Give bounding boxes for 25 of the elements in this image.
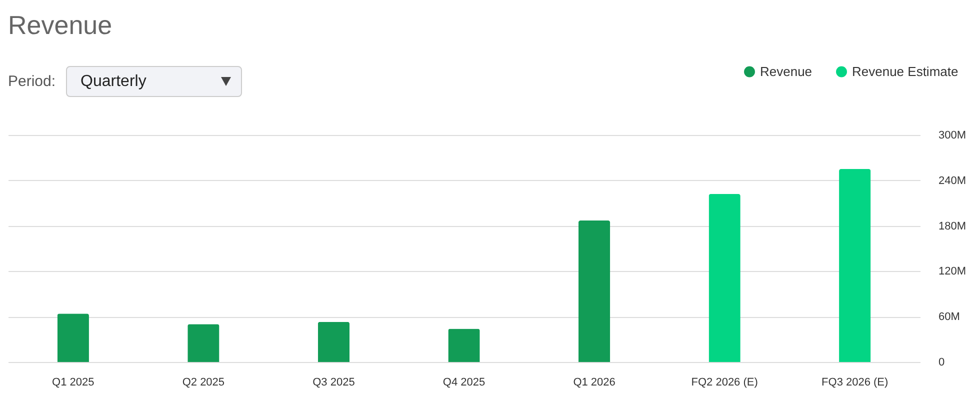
x-tick-label: Q1 2026 <box>573 376 616 388</box>
y-tick-label: 300M <box>938 130 966 142</box>
x-tick-label: Q3 2025 <box>312 376 355 388</box>
chart-title: Revenue <box>8 10 112 41</box>
y-tick-label: 120M <box>938 266 966 278</box>
x-tick-label: Q2 2025 <box>182 376 225 388</box>
legend-label: Revenue <box>760 64 812 79</box>
x-tick-label: FQ2 2026 (E) <box>691 376 758 388</box>
y-tick-label: 0 <box>938 356 945 368</box>
y-tick-label: 240M <box>938 174 966 187</box>
x-tick-label: Q4 2025 <box>442 376 486 388</box>
bar <box>448 328 480 362</box>
legend-label: Revenue Estimate <box>852 64 958 79</box>
y-tick-label: 180M <box>938 220 966 232</box>
bar <box>57 314 89 362</box>
bar <box>708 194 740 362</box>
bar <box>318 322 350 362</box>
y-tick-label: 60M <box>938 311 960 324</box>
bar <box>578 220 610 362</box>
x-tick-label: Q1 2025 <box>52 376 94 388</box>
text: Period: <box>8 73 56 90</box>
bar <box>839 169 871 362</box>
x-tick-label: FQ3 2026 (E) <box>822 376 888 388</box>
dropdown-field: Quarterly <box>66 66 242 97</box>
bar <box>188 324 220 362</box>
